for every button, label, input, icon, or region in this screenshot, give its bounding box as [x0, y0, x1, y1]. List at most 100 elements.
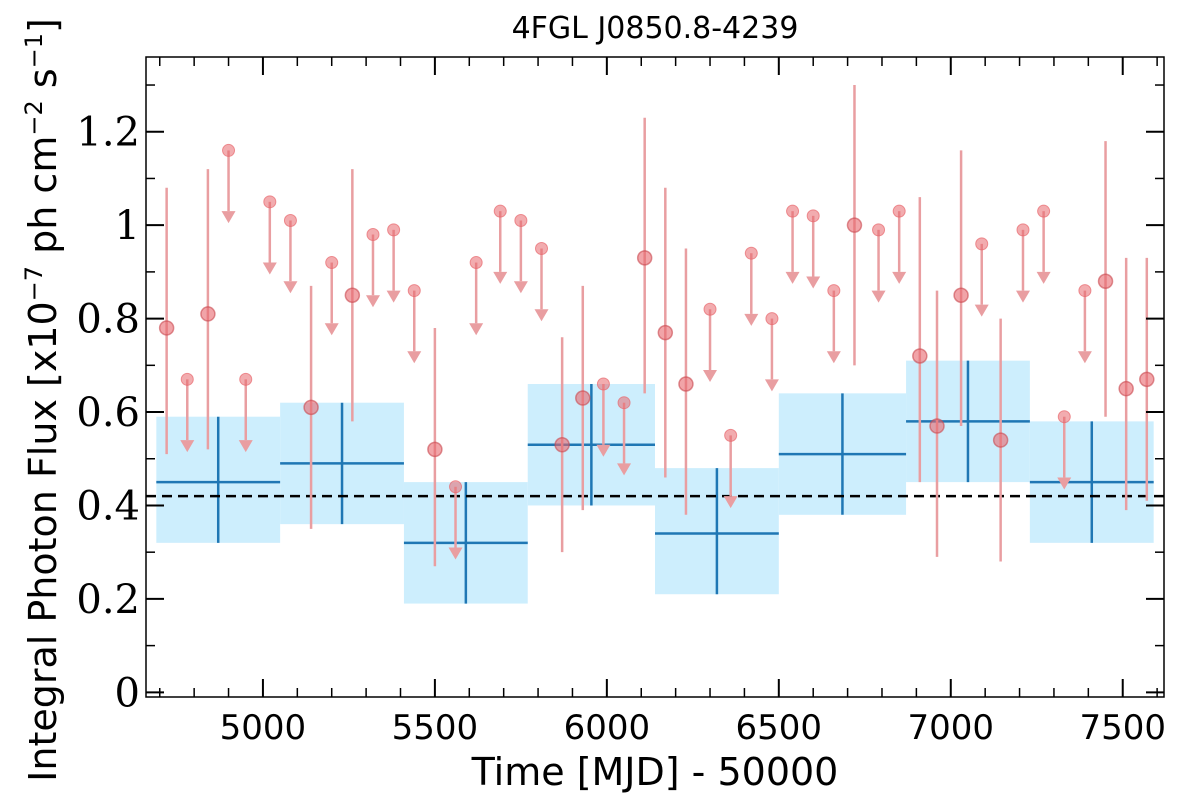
upper-limit-arrowhead-20: [785, 271, 800, 284]
upper-limit-arrowhead-21: [806, 276, 821, 289]
upper-limit-marker-25: [975, 237, 989, 251]
upper-limit-arrowhead-15: [617, 463, 632, 476]
upper-limit-arrowhead-29: [1077, 351, 1092, 364]
upper-limit-marker-19: [765, 312, 779, 326]
upper-limit-marker-22: [827, 284, 841, 298]
upper-limit-marker-21: [806, 209, 820, 223]
upper-limit-marker-4: [239, 372, 253, 386]
upper-limit-marker-28: [1057, 410, 1071, 424]
y-label-main: Integral Photon Flux [x10: [21, 301, 65, 782]
y-label-end: ]: [21, 18, 65, 33]
upper-limit-arrowhead-22: [826, 351, 841, 364]
detection-marker-6: [575, 390, 591, 406]
upper-limit-arrowhead-16: [703, 369, 718, 382]
upper-limit-arrowhead-24: [892, 271, 907, 284]
y-tick-label-3: 0.6: [76, 390, 140, 436]
upper-limit-arrowhead-1: [221, 211, 236, 224]
upper-limit-marker-18: [744, 246, 758, 260]
detection-marker-15: [1097, 273, 1114, 289]
y-label-s: s: [21, 68, 65, 100]
detection-marker-10: [846, 217, 863, 233]
upper-limit-arrowhead-12: [513, 281, 528, 294]
detection-marker-1: [200, 306, 216, 322]
y-label-exp1: −7: [20, 266, 48, 301]
x-tick-label-1: 5500: [392, 708, 479, 748]
upper-limit-marker-29: [1078, 284, 1092, 298]
detection-marker-7: [636, 250, 653, 266]
y-tick-label-4: 0.8: [76, 297, 140, 343]
upper-limit-arrowhead-2: [262, 262, 277, 275]
detection-marker-14: [992, 432, 1009, 448]
upper-limit-arrowhead-5: [324, 323, 339, 336]
upper-limit-marker-2: [263, 195, 277, 209]
y-label-exp2: −2: [20, 100, 48, 135]
x-tick-label-3: 6500: [736, 708, 823, 748]
upper-limit-arrowhead-4: [238, 440, 253, 453]
upper-limit-marker-27: [1037, 204, 1051, 218]
upper-limit-marker-16: [703, 302, 717, 316]
plot-frame: [145, 56, 1165, 698]
upper-limit-marker-1: [222, 143, 236, 157]
detection-marker-11: [912, 348, 928, 364]
upper-limit-arrowhead-26: [1015, 290, 1030, 303]
y-tick-label-0: 0: [115, 670, 140, 716]
coarse-bins-layer: [156, 360, 1154, 604]
upper-limit-arrowhead-19: [764, 379, 779, 392]
ticks-layer: 5000 5500 6000 6500 7000 7500 0 0.2 0.4 0.6 0.8 1 1.…: [76, 57, 1166, 748]
upper-limit-marker-11: [493, 204, 507, 218]
y-axis-label: Integral Photon Flux [x10−7 ph cm−2 s−1]: [20, 18, 65, 782]
detection-marker-9: [678, 376, 694, 392]
upper-limit-arrowhead-14: [596, 444, 611, 457]
upper-limit-arrowhead-17: [723, 496, 738, 509]
detection-marker-0: [158, 320, 175, 336]
detection-marker-5: [554, 436, 570, 453]
y-label-exp3: −1: [20, 33, 48, 68]
upper-limit-marker-9: [449, 480, 463, 494]
fine-points-layer: [158, 85, 1155, 567]
upper-limit-marker-7: [387, 223, 401, 237]
upper-limit-arrowhead-6: [365, 295, 380, 308]
upper-limit-arrowhead-13: [534, 309, 549, 322]
upper-limit-marker-8: [407, 284, 421, 298]
upper-limit-arrowhead-23: [871, 290, 886, 303]
detection-marker-16: [1118, 380, 1134, 397]
upper-limit-arrowhead-0: [180, 440, 195, 453]
upper-limit-marker-23: [872, 223, 886, 237]
upper-limit-arrowhead-28: [1057, 477, 1072, 490]
detection-marker-12: [929, 418, 945, 434]
upper-limit-arrowhead-10: [469, 323, 484, 336]
upper-limit-arrowhead-7: [386, 290, 401, 303]
y-tick-label-1: 0.2: [76, 577, 140, 623]
upper-limit-marker-20: [786, 204, 800, 218]
detection-marker-17: [1139, 371, 1155, 388]
upper-limit-marker-5: [325, 256, 339, 270]
detection-marker-3: [344, 287, 361, 303]
upper-limit-marker-14: [596, 377, 610, 391]
upper-limit-arrowhead-8: [407, 351, 422, 364]
upper-limit-arrowhead-3: [283, 281, 298, 294]
y-tick-label-5: 1: [115, 203, 140, 249]
upper-limit-marker-3: [283, 214, 297, 228]
upper-limit-marker-10: [469, 256, 483, 270]
detection-marker-13: [953, 287, 969, 303]
y-tick-label-2: 0.4: [76, 483, 140, 529]
upper-limit-marker-6: [366, 228, 380, 242]
upper-limit-marker-17: [724, 428, 738, 442]
x-tick-label-4: 7000: [908, 708, 995, 748]
detection-marker-8: [657, 324, 674, 341]
upper-limit-arrowhead-9: [448, 547, 463, 560]
upper-limit-arrowhead-11: [493, 271, 508, 284]
upper-limit-marker-13: [535, 242, 549, 256]
y-label-mid: ph cm: [21, 136, 65, 266]
upper-limit-marker-26: [1016, 223, 1030, 237]
upper-limit-arrowhead-27: [1036, 271, 1051, 284]
y-tick-label-6: 1.2: [76, 110, 140, 156]
chart-title: 4FGL J0850.8-4239: [512, 11, 799, 46]
upper-limit-marker-24: [892, 204, 906, 218]
upper-limit-marker-0: [180, 372, 194, 386]
detection-marker-2: [303, 399, 319, 416]
upper-limit-marker-15: [617, 396, 631, 410]
detection-marker-4: [427, 441, 443, 458]
upper-limit-marker-12: [514, 214, 528, 228]
